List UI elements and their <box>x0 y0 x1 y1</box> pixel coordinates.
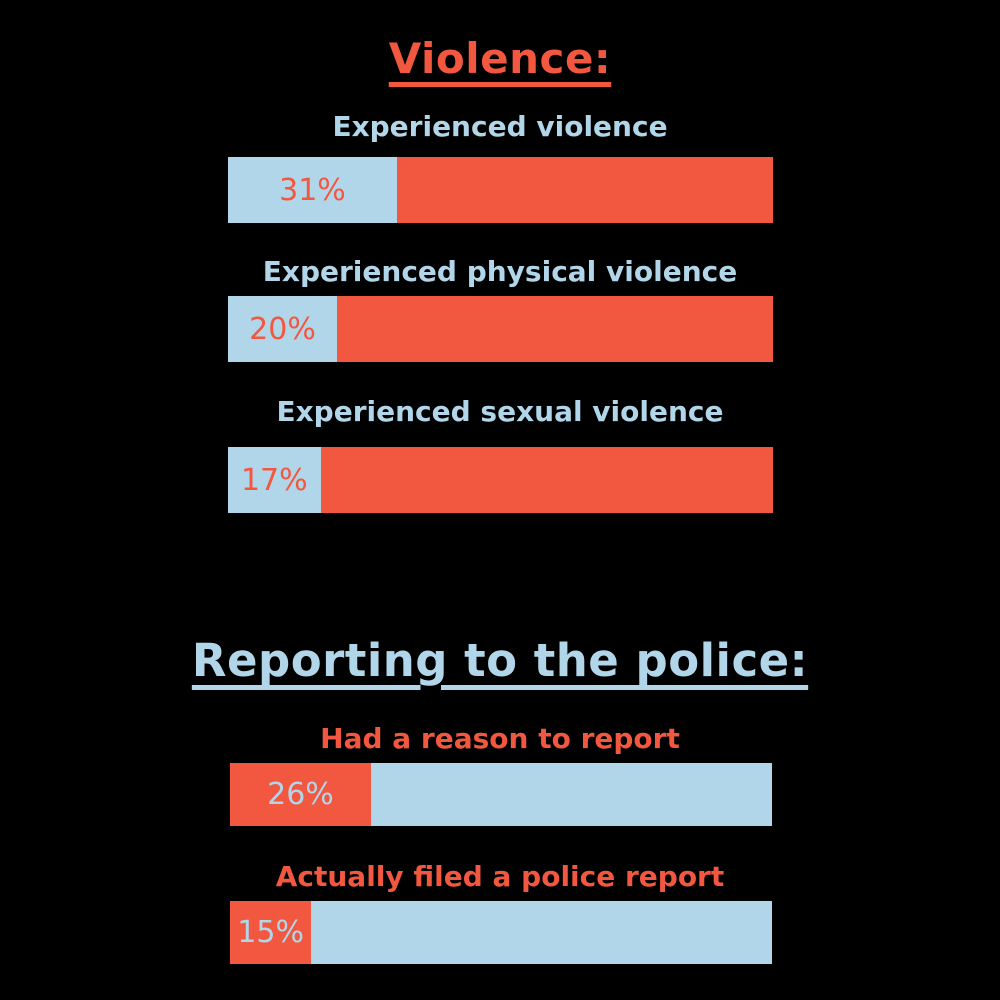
bar-fill-experienced-violence: 31% <box>228 157 397 223</box>
section-violence-title: Violence: <box>388 34 612 83</box>
bar-sexual-violence: 17% <box>228 447 773 513</box>
bar-value-filed-report: 15% <box>237 915 304 950</box>
bar-value-experienced-violence: 31% <box>279 172 346 208</box>
bar-fill-sexual-violence: 17% <box>228 447 321 513</box>
bar-label-sexual-violence: Experienced sexual violence <box>276 395 724 428</box>
bar-fill-physical-violence: 20% <box>228 296 337 362</box>
bar-label-experienced-violence: Experienced violence <box>332 110 668 143</box>
bar-value-physical-violence: 20% <box>249 311 316 347</box>
bar-label-reason-to-report: Had a reason to report <box>320 722 680 755</box>
bar-fill-reason-to-report: 26% <box>230 763 371 826</box>
bar-value-sexual-violence: 17% <box>240 462 308 498</box>
bar-filed-report: 15% <box>230 901 772 964</box>
bar-fill-filed-report: 15% <box>230 901 312 964</box>
bar-physical-violence: 20% <box>228 296 773 362</box>
bar-value-reason-to-report: 26% <box>267 777 334 812</box>
section-reporting-title: Reporting to the police: <box>191 634 809 687</box>
bar-reason-to-report: 26% <box>230 763 772 826</box>
bar-label-physical-violence: Experienced physical violence <box>262 255 738 288</box>
bar-label-filed-report: Actually filed a police report <box>275 860 725 893</box>
bar-experienced-violence: 31% <box>228 157 773 223</box>
